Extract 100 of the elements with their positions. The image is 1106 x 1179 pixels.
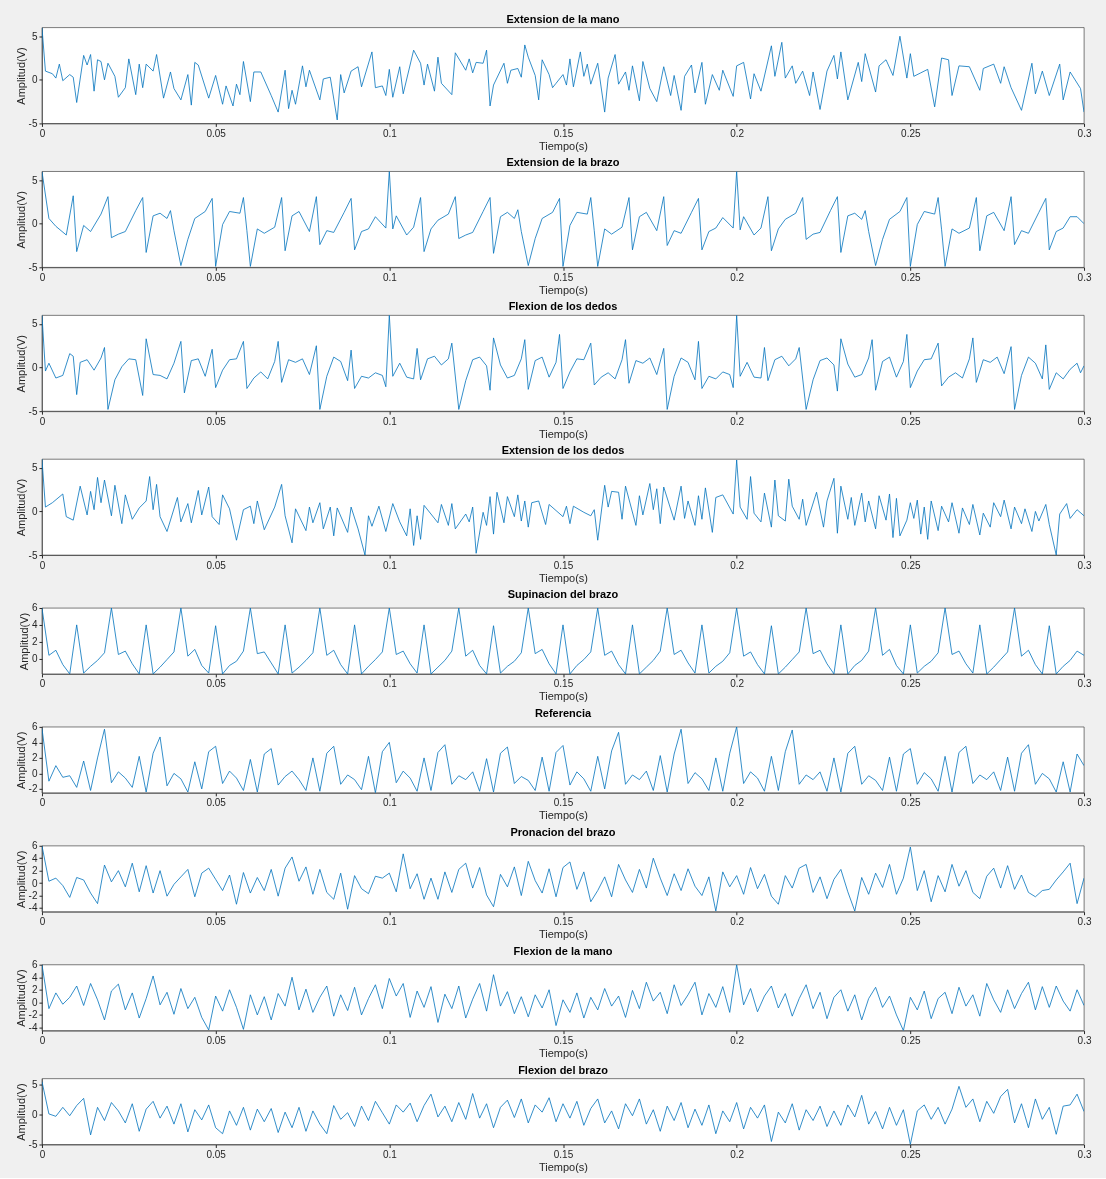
y-tick-label: 4 <box>31 852 38 864</box>
x-tick-label: 0.1 <box>382 916 398 928</box>
x-axis-title: Tiempo(s) <box>538 427 589 440</box>
x-tick-label: 0.2 <box>730 271 745 283</box>
y-axis-title: Amplitud(V) <box>14 969 27 1027</box>
line-series <box>41 964 1085 1031</box>
x-tick-label: 0 <box>39 415 46 427</box>
y-tick-label: -2 <box>28 1009 38 1021</box>
x-tick-label: 0.3 <box>1077 415 1092 427</box>
x-tick-label: 0.15 <box>553 271 574 283</box>
y-tick-label: 5 <box>31 318 38 330</box>
line-series <box>41 459 1085 556</box>
y-tick-label: -5 <box>28 117 38 129</box>
y-tick-label: 5 <box>31 462 38 474</box>
y-tick-label: -5 <box>28 405 38 417</box>
line-series <box>41 726 1085 793</box>
x-tick-label: 0.1 <box>382 678 398 690</box>
x-axis-title: Tiempo(s) <box>538 283 589 296</box>
x-tick-label: 0.05 <box>206 415 227 427</box>
x-tick-label: 0.15 <box>553 559 574 571</box>
x-tick-label: 0 <box>39 1148 46 1160</box>
x-tick-label: 0.25 <box>901 127 921 139</box>
y-tick-label: 0 <box>31 74 38 86</box>
x-tick-label: 0.15 <box>553 1035 574 1047</box>
y-tick-label: 4 <box>31 971 38 983</box>
x-tick-label: 0.3 <box>1077 916 1092 928</box>
y-tick-label: 0 <box>31 218 38 230</box>
x-tick-label: 0.15 <box>553 797 574 809</box>
x-axis-title: Tiempo(s) <box>538 1047 589 1060</box>
x-tick-label: 0.25 <box>901 559 921 571</box>
x-tick-label: 0.3 <box>1077 678 1092 690</box>
x-tick-label: 0.25 <box>901 916 921 928</box>
x-tick-label: 0 <box>39 559 46 571</box>
x-tick-label: 0.05 <box>206 797 227 809</box>
chart-title: Flexion de la mano <box>513 944 613 957</box>
x-tick-label: 0.2 <box>730 1035 745 1047</box>
y-tick-label: 0 <box>31 505 38 517</box>
y-tick-label: -2 <box>28 783 38 795</box>
x-tick-label: 0.15 <box>553 678 574 690</box>
x-tick-label: 0.05 <box>206 678 227 690</box>
x-tick-label: 0.1 <box>382 559 398 571</box>
y-tick-label: 6 <box>31 959 38 971</box>
line-series <box>41 27 1085 121</box>
y-tick-label: 2 <box>31 865 38 877</box>
line-series <box>41 1081 1085 1145</box>
chart-title: Flexion de los dedos <box>508 300 618 313</box>
y-tick-label: 0 <box>31 767 38 779</box>
y-tick-label: 6 <box>31 602 38 614</box>
line-series <box>41 607 1085 674</box>
y-tick-label: 2 <box>31 636 38 648</box>
chart-title: Supinacion del brazo <box>507 587 619 600</box>
y-tick-label: 4 <box>31 619 38 631</box>
x-tick-label: 0 <box>39 127 46 139</box>
x-tick-label: 0 <box>39 797 46 809</box>
x-axis-title: Tiempo(s) <box>538 1160 589 1173</box>
x-tick-label: 0.05 <box>206 559 227 571</box>
y-tick-label: 5 <box>31 30 38 42</box>
x-tick-label: 0.25 <box>901 678 921 690</box>
x-tick-label: 0.15 <box>553 916 574 928</box>
chart-title: Extension de la mano <box>506 12 620 25</box>
y-axis-title: Amplitud(V) <box>14 47 27 105</box>
x-tick-label: 0.1 <box>382 1035 398 1047</box>
y-axis-title: Amplitud(V) <box>14 1083 27 1141</box>
x-tick-label: 0.1 <box>382 797 398 809</box>
y-tick-label: 5 <box>31 174 38 186</box>
x-tick-label: 0.2 <box>730 127 745 139</box>
x-tick-label: 0.05 <box>206 1035 227 1047</box>
x-tick-label: 0.3 <box>1077 797 1092 809</box>
y-tick-label: -5 <box>28 1138 38 1150</box>
x-tick-label: 0.25 <box>901 1035 921 1047</box>
chart-title: Referencia <box>534 706 592 719</box>
x-tick-label: 0.3 <box>1077 559 1092 571</box>
y-tick-label: -5 <box>28 549 38 561</box>
chart-title: Extension de la brazo <box>506 156 620 169</box>
y-axis-title: Amplitud(V) <box>14 850 27 908</box>
x-tick-label: 0.25 <box>901 797 921 809</box>
y-axis-title: Amplitud(V) <box>14 335 27 393</box>
x-tick-label: 0.1 <box>382 415 398 427</box>
y-axis-title: Amplitud(V) <box>14 478 27 537</box>
y-axis-title: Amplitud(V) <box>17 612 30 671</box>
y-tick-label: -4 <box>28 1021 38 1033</box>
chart-title: Pronacion del brazo <box>510 825 616 838</box>
x-tick-label: 0.3 <box>1077 127 1092 139</box>
x-tick-label: 0.2 <box>730 559 745 571</box>
y-tick-label: 0 <box>31 877 38 889</box>
x-axis-title: Tiempo(s) <box>538 809 589 822</box>
x-tick-label: 0.1 <box>382 127 398 139</box>
x-tick-label: 0.15 <box>553 415 574 427</box>
x-tick-label: 0.05 <box>206 271 227 283</box>
x-tick-label: 0.1 <box>382 1148 398 1160</box>
chart-title: Flexion del brazo <box>518 1063 609 1076</box>
x-tick-label: 0 <box>39 1035 46 1047</box>
x-tick-label: 0.05 <box>206 127 227 139</box>
x-tick-label: 0.3 <box>1077 271 1092 283</box>
x-axis-title: Tiempo(s) <box>538 571 589 584</box>
x-tick-label: 0 <box>39 916 46 928</box>
x-axis-title: Tiempo(s) <box>538 139 589 152</box>
y-tick-label: 6 <box>31 840 38 852</box>
y-tick-label: 6 <box>31 721 38 733</box>
x-axis-title: Tiempo(s) <box>538 690 589 703</box>
